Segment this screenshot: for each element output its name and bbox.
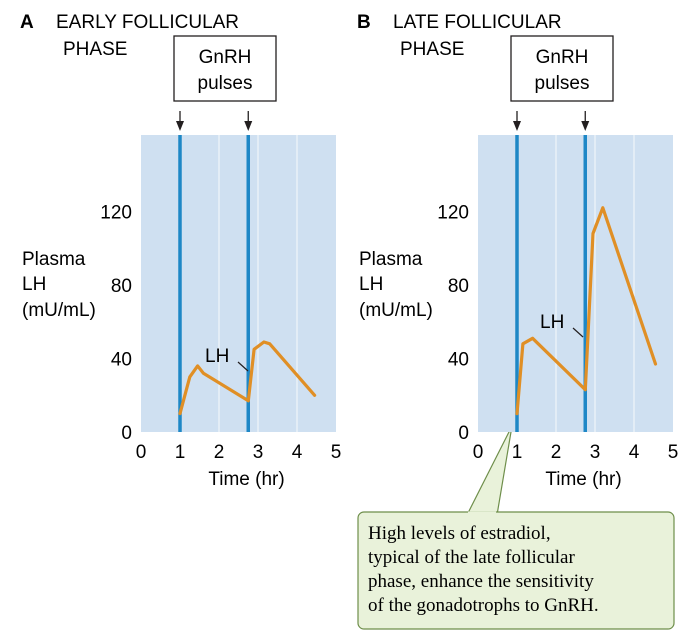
- lh-series-line: [515, 206, 658, 416]
- gnrh-box-line-1: GnRH: [536, 47, 589, 68]
- x-axis-label: Time (hr): [208, 469, 284, 490]
- y-axis-label-line-2: LH: [22, 274, 46, 295]
- x-tick-label: 0: [473, 442, 484, 463]
- series-label-lh: LH: [205, 346, 229, 367]
- panel-letter: A: [20, 12, 34, 33]
- callout-line-3: phase, enhance the sensitivity: [368, 571, 594, 592]
- x-tick-label: 1: [175, 442, 186, 463]
- callout-line-2: typical of the late follicular: [368, 547, 575, 568]
- callout-box: [357, 511, 675, 630]
- y-tick-label: 80: [111, 276, 132, 297]
- x-tick-label: 4: [629, 442, 640, 463]
- pulse-arrow-head: [176, 121, 184, 131]
- gnrh-box-line-2: pulses: [535, 73, 590, 94]
- y-tick-label: 80: [448, 276, 469, 297]
- pulse-arrow-head: [513, 121, 521, 131]
- plot-area: [478, 135, 673, 432]
- gnrh-box-line-2: pulses: [198, 73, 253, 94]
- x-axis-label: Time (hr): [545, 469, 621, 490]
- y-tick-label: 40: [448, 350, 469, 371]
- y-tick-label: 0: [121, 423, 132, 444]
- gnrh-box: [510, 35, 614, 102]
- y-axis-label-line-3: (mU/mL): [359, 300, 433, 321]
- x-tick-label: 5: [331, 442, 342, 463]
- panel-letter: B: [357, 12, 371, 33]
- y-tick-label: 40: [111, 350, 132, 371]
- y-tick-label: 120: [437, 203, 469, 224]
- x-tick-label: 3: [253, 442, 264, 463]
- y-axis-label-line-3: (mU/mL): [22, 300, 96, 321]
- x-tick-label: 4: [292, 442, 303, 463]
- y-tick-label: 0: [458, 423, 469, 444]
- y-tick-label: 120: [100, 203, 132, 224]
- pulse-arrow-head: [581, 121, 590, 131]
- x-tick-label: 2: [551, 442, 562, 463]
- series-label-leader: [237, 361, 249, 372]
- series-label-leader: [572, 327, 584, 338]
- series-label-lh: LH: [540, 312, 564, 333]
- x-tick-label: 3: [590, 442, 601, 463]
- pulse-arrow-head: [244, 121, 253, 131]
- gnrh-box-line-1: GnRH: [199, 47, 252, 68]
- x-tick-label: 5: [668, 442, 679, 463]
- y-axis-label-line-2: LH: [359, 274, 383, 295]
- callout-pointer: [466, 425, 513, 516]
- callout: High levels of estradiol, typical of the…: [357, 511, 675, 630]
- y-axis-label-line-1: Plasma: [359, 249, 423, 270]
- callout-line-1: High levels of estradiol,: [368, 523, 551, 544]
- panel-title-line-2: PHASE: [400, 39, 464, 60]
- panel-title-line-1: EARLY FOLLICULAR: [56, 12, 239, 33]
- gnrh-box: [173, 35, 277, 102]
- x-tick-label: 2: [214, 442, 225, 463]
- x-tick-label: 0: [136, 442, 147, 463]
- panel-title-line-2: PHASE: [63, 39, 127, 60]
- callout-line-4: of the gonadotrophs to GnRH.: [368, 595, 599, 616]
- x-tick-label: 1: [512, 442, 523, 463]
- panel-title-line-1: LATE FOLLICULAR: [393, 12, 562, 33]
- lh-series-line: [178, 340, 317, 416]
- y-axis-label-line-1: Plasma: [22, 249, 86, 270]
